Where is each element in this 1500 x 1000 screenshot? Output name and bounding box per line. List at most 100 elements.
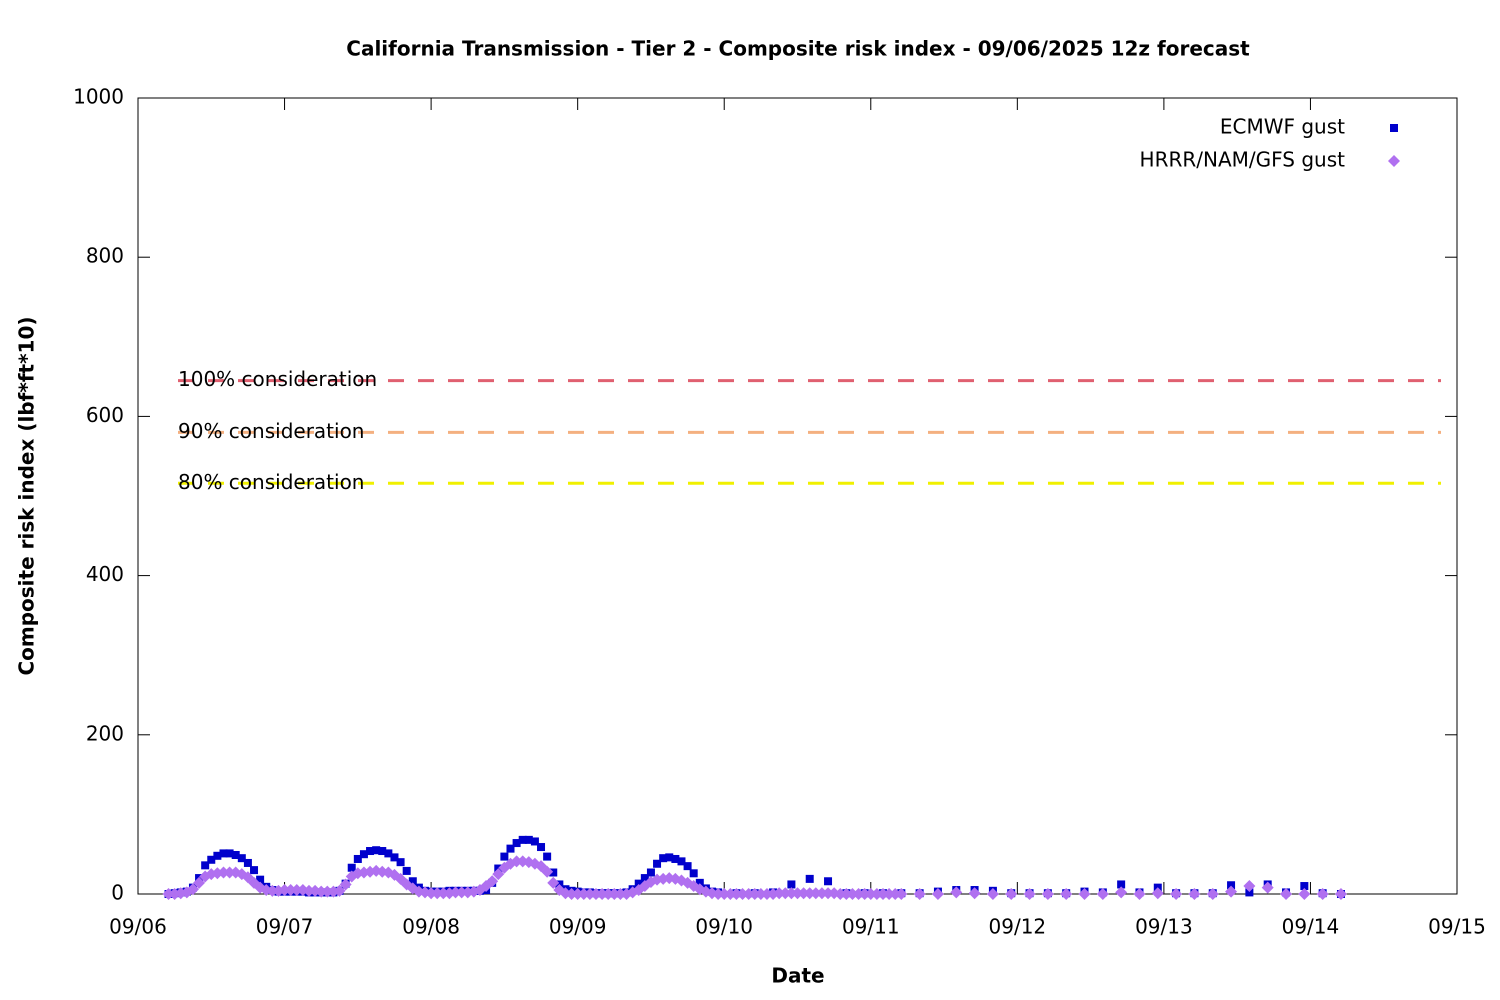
data-point — [1300, 882, 1309, 891]
data-point — [530, 837, 539, 846]
data-point — [1151, 887, 1164, 900]
data-point — [455, 886, 468, 899]
data-point — [895, 888, 908, 900]
data-point — [1245, 888, 1254, 897]
data-point — [787, 880, 796, 889]
data-point — [492, 868, 505, 881]
x-axis-label: Date — [771, 964, 824, 988]
data-point — [791, 887, 804, 900]
data-point — [518, 835, 527, 844]
data-point — [237, 854, 246, 863]
x-tick-label: 09/15 — [1428, 915, 1486, 939]
data-point — [577, 888, 590, 900]
data-point — [602, 888, 615, 900]
data-point — [571, 888, 584, 900]
data-point — [449, 886, 462, 899]
data-point — [1243, 880, 1256, 893]
data-point — [402, 866, 411, 875]
y-tick-label: 200 — [86, 721, 124, 745]
data-point — [683, 862, 692, 871]
data-point — [889, 888, 902, 900]
data-point — [846, 888, 859, 900]
data-point — [931, 888, 944, 900]
data-point — [431, 887, 444, 900]
data-point — [689, 869, 698, 878]
data-point — [315, 885, 328, 898]
data-point — [712, 888, 725, 900]
data-point — [718, 888, 731, 900]
data-point — [736, 888, 749, 900]
data-point — [219, 849, 228, 858]
data-point — [506, 844, 515, 853]
x-tick-label: 09/06 — [109, 915, 167, 939]
x-tick-label: 09/09 — [549, 915, 607, 939]
data-point — [543, 852, 552, 861]
data-point — [486, 875, 499, 888]
x-tick-label: 09/07 — [256, 915, 314, 939]
data-point — [565, 888, 578, 900]
data-point — [366, 847, 375, 856]
data-point — [321, 885, 334, 898]
data-point — [608, 888, 621, 900]
data-point — [671, 854, 680, 863]
data-point — [372, 846, 381, 855]
y-tick-label: 1000 — [73, 85, 124, 109]
data-point — [968, 887, 981, 900]
data-point — [803, 887, 816, 900]
data-point — [1261, 881, 1274, 894]
plot-frame — [137, 97, 1458, 895]
data-point — [583, 888, 596, 900]
data-point — [986, 888, 999, 900]
data-point — [1060, 888, 1073, 900]
x-tick-label: 09/13 — [1135, 915, 1193, 939]
data-point — [1133, 888, 1146, 900]
data-point — [302, 884, 315, 897]
data-point — [646, 868, 655, 877]
data-point — [858, 888, 871, 900]
data-point — [852, 888, 865, 900]
y-tick-label: 600 — [86, 403, 124, 427]
data-point — [537, 843, 546, 852]
data-point — [207, 855, 216, 864]
data-point — [1188, 888, 1201, 900]
data-point — [1170, 888, 1183, 900]
data-point — [754, 888, 767, 900]
data-point — [913, 888, 926, 900]
data-point — [695, 878, 704, 887]
data-point — [213, 851, 222, 860]
legend-label: HRRR/NAM/GFS gust — [1140, 148, 1346, 172]
data-point — [665, 853, 674, 862]
data-point — [840, 888, 853, 900]
data-point — [248, 876, 261, 889]
data-point — [353, 854, 362, 863]
x-tick-label: 09/08 — [402, 915, 460, 939]
data-point — [950, 886, 963, 899]
data-point — [186, 883, 199, 896]
data-point — [1316, 888, 1329, 900]
data-point — [524, 835, 533, 844]
data-point — [1225, 885, 1238, 898]
data-point — [256, 875, 265, 884]
data-point — [724, 888, 737, 900]
data-point — [201, 861, 210, 870]
data-point — [512, 839, 521, 848]
data-point — [1041, 888, 1054, 900]
data-point — [425, 887, 438, 900]
data-point — [659, 854, 668, 863]
data-point — [614, 888, 627, 900]
data-point — [162, 888, 175, 900]
data-point — [347, 863, 356, 872]
data-point — [333, 884, 346, 897]
threshold-label: 90% consideration — [178, 419, 364, 443]
x-tick-label: 09/12 — [989, 915, 1047, 939]
threshold-label: 100% consideration — [178, 367, 377, 391]
data-point — [1078, 888, 1091, 900]
data-point — [730, 888, 743, 900]
threshold-label: 80% consideration — [178, 470, 364, 494]
data-point — [677, 857, 686, 866]
legend-marker — [1390, 124, 1398, 132]
x-tick-label: 09/14 — [1282, 915, 1340, 939]
data-point — [1115, 886, 1128, 899]
data-point — [640, 874, 649, 883]
